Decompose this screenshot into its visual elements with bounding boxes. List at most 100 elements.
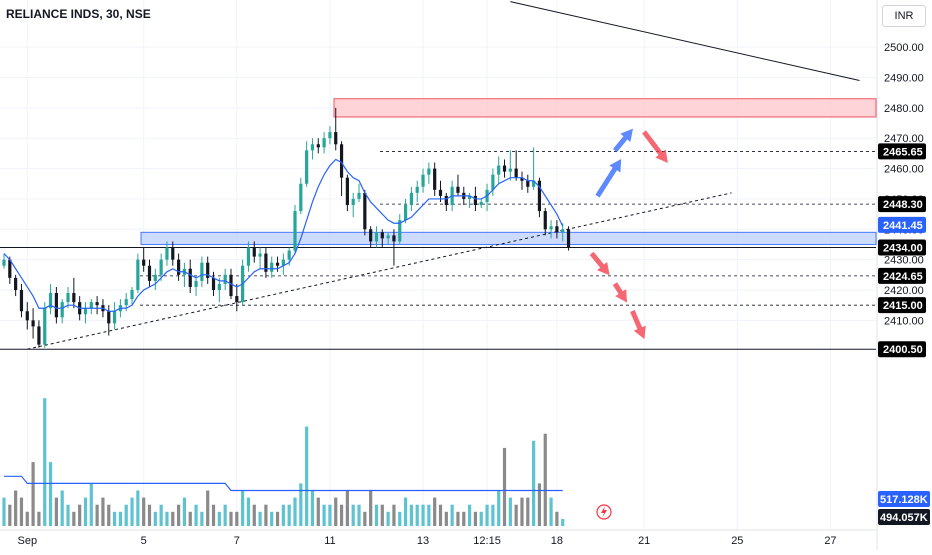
candle-body — [316, 144, 320, 148]
volume-bar — [25, 511, 29, 526]
red-arrow-down-4[interactable] — [630, 310, 646, 340]
blue-arrow-up-2[interactable] — [612, 128, 634, 153]
volume-bar — [479, 511, 483, 526]
volume-bar — [386, 511, 390, 526]
volume-bar — [223, 504, 227, 526]
volume-bar — [235, 511, 239, 526]
red-arrow-down-1[interactable] — [642, 130, 668, 163]
candle-body — [89, 302, 93, 309]
volume-bar — [532, 440, 536, 526]
level-price-label-3-bg[interactable] — [878, 267, 926, 284]
candle-body — [25, 311, 29, 321]
ma-price-label: 2441.45 — [883, 220, 923, 232]
red-arrow-down-3[interactable] — [612, 282, 628, 303]
lower-trendline[interactable] — [27, 192, 732, 350]
level-price-label-0: 2465.65 — [883, 146, 923, 158]
volume-bar — [136, 490, 140, 526]
volume-bar — [124, 504, 128, 526]
candle-body — [48, 293, 53, 309]
volume-bar — [526, 497, 530, 526]
candle-body — [549, 226, 553, 230]
candle-body — [8, 259, 12, 278]
candle-body — [357, 192, 361, 199]
level-price-label-1-bg[interactable] — [878, 196, 926, 213]
volume-bar — [468, 504, 472, 526]
candle-body — [526, 180, 530, 187]
candle-body — [188, 268, 192, 287]
candle-body — [223, 274, 227, 284]
level-price-label-2-bg[interactable] — [878, 239, 926, 256]
candle-body — [287, 250, 291, 260]
candle-body — [369, 229, 373, 242]
volume-bar — [182, 497, 187, 526]
candle-body — [2, 259, 6, 266]
volume-bar — [444, 511, 448, 526]
candle-body — [305, 150, 309, 184]
candle-body — [252, 247, 256, 257]
candle-body — [275, 262, 280, 266]
candle-body — [211, 277, 216, 290]
volume-bar — [48, 462, 53, 526]
support-zone[interactable] — [140, 231, 877, 245]
volume-bar — [293, 497, 297, 526]
candle-body — [142, 259, 146, 266]
price-tick-label: 2470.00 — [884, 133, 924, 145]
resistance-zone[interactable] — [333, 98, 877, 118]
volume-bar — [491, 504, 495, 526]
upper-trendline[interactable] — [510, 1, 860, 82]
price-tick-label: 2500.00 — [884, 42, 924, 54]
volume-bar — [264, 504, 268, 526]
candle-body — [421, 174, 425, 187]
volume-last-label-bg — [878, 509, 930, 525]
volume-bar — [14, 490, 18, 526]
candle-body — [95, 302, 99, 306]
volume-bar — [310, 490, 315, 526]
candle-body — [374, 232, 379, 242]
volume-bar — [8, 504, 12, 526]
blue-arrow-up-1[interactable] — [595, 158, 622, 198]
candle-body — [310, 144, 315, 151]
candle-body — [54, 293, 58, 318]
candle-body — [468, 195, 472, 199]
volume-bar — [200, 511, 204, 526]
candle-body — [438, 189, 443, 196]
level-price-label-4-bg[interactable] — [878, 297, 926, 314]
lightning-icon — [601, 506, 607, 518]
candle-body — [217, 283, 221, 290]
candle-body — [380, 232, 384, 239]
volume-bar — [130, 497, 134, 526]
volume-last-label: 494.057K — [880, 512, 928, 524]
ma-price-label-bg[interactable] — [878, 216, 926, 233]
price-tick-label: 2420.00 — [884, 285, 924, 297]
volume-bar — [299, 483, 303, 526]
volume-bar — [281, 504, 285, 526]
candle-body — [473, 195, 478, 205]
volume-bar — [456, 511, 460, 526]
candle-body — [514, 168, 518, 178]
volume-bar — [177, 504, 181, 526]
volume-bar — [287, 504, 291, 526]
level-price-label-5: 2400.50 — [883, 344, 923, 356]
red-arrow-down-2[interactable] — [589, 251, 610, 276]
level-price-label-5-bg[interactable] — [878, 341, 926, 358]
level-price-label-1: 2448.30 — [883, 199, 923, 211]
candle-body — [270, 262, 274, 272]
volume-bar — [438, 504, 443, 526]
volume-bar — [252, 504, 256, 526]
candle-body — [281, 259, 285, 266]
candle-body — [561, 229, 565, 233]
candle-body — [171, 247, 175, 260]
volume-bar — [66, 504, 70, 526]
level-price-label-4: 2415.00 — [883, 300, 923, 312]
candle-body — [491, 174, 495, 190]
candle-body — [177, 259, 181, 275]
volume-bar — [549, 497, 553, 526]
volume-bar — [334, 497, 338, 526]
volume-bar — [112, 511, 117, 526]
candle-body — [130, 290, 134, 300]
level-price-label-0-bg[interactable] — [878, 143, 926, 160]
currency-selector[interactable]: INR — [882, 5, 926, 27]
volume-bar — [328, 504, 332, 526]
